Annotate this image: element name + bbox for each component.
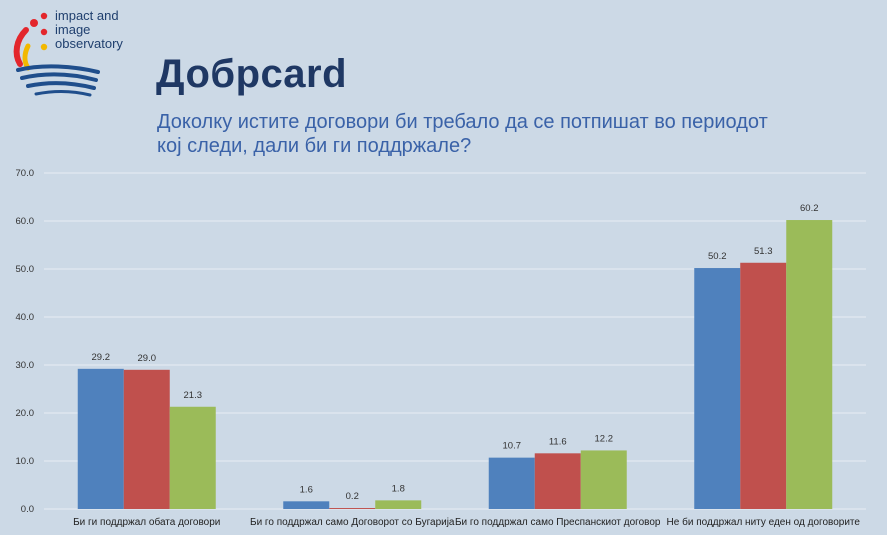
- data-label: 12.2: [595, 433, 614, 444]
- logo-dot-red-1: [40, 12, 48, 20]
- y-tick-label: 0.0: [21, 504, 34, 515]
- page-subtitle: Доколку истите договори би требало да се…: [157, 111, 768, 157]
- logo-arc-red: [13, 27, 29, 67]
- data-label: 1.8: [392, 483, 405, 494]
- data-label: 29.0: [138, 353, 157, 364]
- bar: [534, 453, 581, 509]
- bar: [77, 368, 124, 509]
- category-label: Би го поддржал само Договорот со Бугариј…: [250, 517, 455, 528]
- data-label: 11.6: [549, 436, 567, 447]
- y-tick-label: 60.0: [16, 216, 35, 227]
- data-label: 51.3: [754, 246, 773, 257]
- data-label: 60.2: [800, 203, 819, 214]
- bar: [375, 500, 422, 509]
- bar-chart: 0.0 10.0 20.0 30.0 40.0 50.0 60.0 70.0 29.2 29.0 2…: [16, 168, 866, 528]
- y-tick-label: 10.0: [16, 456, 35, 467]
- category-label: Би ги поддржал обата договори: [73, 516, 220, 528]
- logo-wave-2: [20, 72, 98, 82]
- logo-wave-4: [34, 90, 92, 97]
- bar: [169, 406, 216, 509]
- bar: [488, 457, 535, 509]
- bar: [740, 262, 787, 509]
- logo-mark: [13, 12, 100, 97]
- y-tick-label: 40.0: [16, 312, 35, 323]
- data-label: 21.3: [184, 390, 203, 401]
- data-label: 0.2: [346, 491, 359, 502]
- y-tick-label: 30.0: [16, 360, 35, 371]
- data-label: 29.2: [92, 352, 111, 363]
- logo-dot-yellow: [40, 43, 48, 51]
- y-tick-label: 20.0: [16, 408, 35, 419]
- page-title: Добрcard: [156, 52, 348, 96]
- bar: [694, 268, 741, 509]
- logo-text: impact and image observatory: [55, 9, 123, 51]
- logo-arc-yellow: [22, 43, 31, 71]
- bar: [123, 369, 170, 509]
- logo-wave-1: [16, 64, 100, 74]
- category-label: Не би поддржал ниту еден од договорите: [667, 516, 861, 528]
- logo-dot-red-3: [40, 28, 48, 36]
- data-label: 50.2: [708, 251, 727, 262]
- logo-text-line-2: image: [55, 22, 91, 37]
- logo-dot-red-2: [30, 19, 38, 27]
- category-label: Би го поддржал само Преспанскиот договор: [455, 517, 661, 528]
- data-label: 10.7: [503, 441, 522, 452]
- data-label: 1.6: [300, 484, 313, 495]
- bar: [329, 508, 376, 509]
- y-tick-label: 50.0: [16, 264, 35, 275]
- logo-text-line-3: observatory: [55, 36, 123, 51]
- logo-wave-3: [26, 81, 96, 90]
- y-tick-label: 70.0: [16, 168, 35, 179]
- bar: [580, 450, 627, 509]
- logo-text-line-1: impact and: [55, 8, 119, 23]
- bar: [283, 501, 330, 509]
- bar: [786, 220, 833, 509]
